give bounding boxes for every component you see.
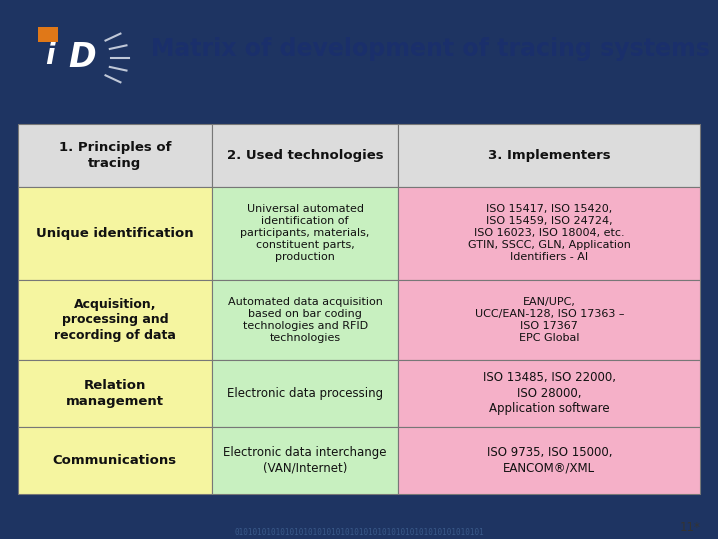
- Text: i: i: [45, 42, 55, 70]
- Text: 2. Used technologies: 2. Used technologies: [227, 149, 383, 162]
- Bar: [212, 427, 398, 494]
- Text: 010101010101010101010101010101010101010101010101010101: 0101010101010101010101010101010101010101…: [234, 528, 484, 537]
- Text: 1. Principles of
tracing: 1. Principles of tracing: [59, 141, 171, 170]
- Text: EAN/UPC,
UCC/EAN-128, ISO 17363 –
ISO 17367
EPC Global: EAN/UPC, UCC/EAN-128, ISO 17363 – ISO 17…: [475, 296, 624, 343]
- Text: Automated data acquisition
based on bar coding
technologies and RFID
technologie: Automated data acquisition based on bar …: [228, 296, 383, 343]
- Bar: [212, 280, 398, 360]
- Text: ISO 9735, ISO 15000,
EANCOM®/XML: ISO 9735, ISO 15000, EANCOM®/XML: [487, 446, 612, 475]
- Text: Relation
management: Relation management: [66, 379, 164, 407]
- Text: Electronic data interchange
(VAN/Internet): Electronic data interchange (VAN/Interne…: [223, 446, 387, 475]
- Bar: [212, 187, 398, 280]
- Circle shape: [17, 16, 120, 100]
- Bar: [398, 360, 700, 427]
- Circle shape: [25, 23, 111, 93]
- Text: ISO 13485, ISO 22000,
ISO 28000,
Application software: ISO 13485, ISO 22000, ISO 28000, Applica…: [482, 371, 616, 416]
- Bar: [398, 187, 700, 280]
- Text: ISO 15417, ISO 15420,
ISO 15459, ISO 24724,
ISO 16023, ISO 18004, etc.
GTIN, SSC: ISO 15417, ISO 15420, ISO 15459, ISO 247…: [468, 204, 630, 262]
- Text: Unique identification: Unique identification: [36, 227, 194, 240]
- Text: D: D: [69, 42, 96, 74]
- Bar: [18, 427, 212, 494]
- Text: Acquisition,
processing and
recording of data: Acquisition, processing and recording of…: [54, 298, 176, 342]
- Bar: [398, 280, 700, 360]
- Text: 3. Implementers: 3. Implementers: [488, 149, 610, 162]
- Circle shape: [6, 8, 130, 108]
- Bar: [18, 124, 212, 187]
- Bar: [18, 187, 212, 280]
- Bar: [18, 280, 212, 360]
- Circle shape: [17, 16, 120, 100]
- Text: Universal automated
identification of
participants, materials,
constituent parts: Universal automated identification of pa…: [241, 204, 370, 262]
- Bar: [18, 360, 212, 427]
- Text: Matrix of development of tracing systems: Matrix of development of tracing systems: [151, 37, 710, 61]
- Bar: [398, 427, 700, 494]
- Bar: [398, 124, 700, 187]
- Bar: [212, 124, 398, 187]
- Bar: [212, 360, 398, 427]
- Text: 11*: 11*: [679, 521, 700, 534]
- Circle shape: [25, 23, 111, 93]
- FancyBboxPatch shape: [38, 26, 58, 42]
- Text: Electronic data processing: Electronic data processing: [227, 387, 383, 400]
- Text: Communications: Communications: [53, 454, 177, 467]
